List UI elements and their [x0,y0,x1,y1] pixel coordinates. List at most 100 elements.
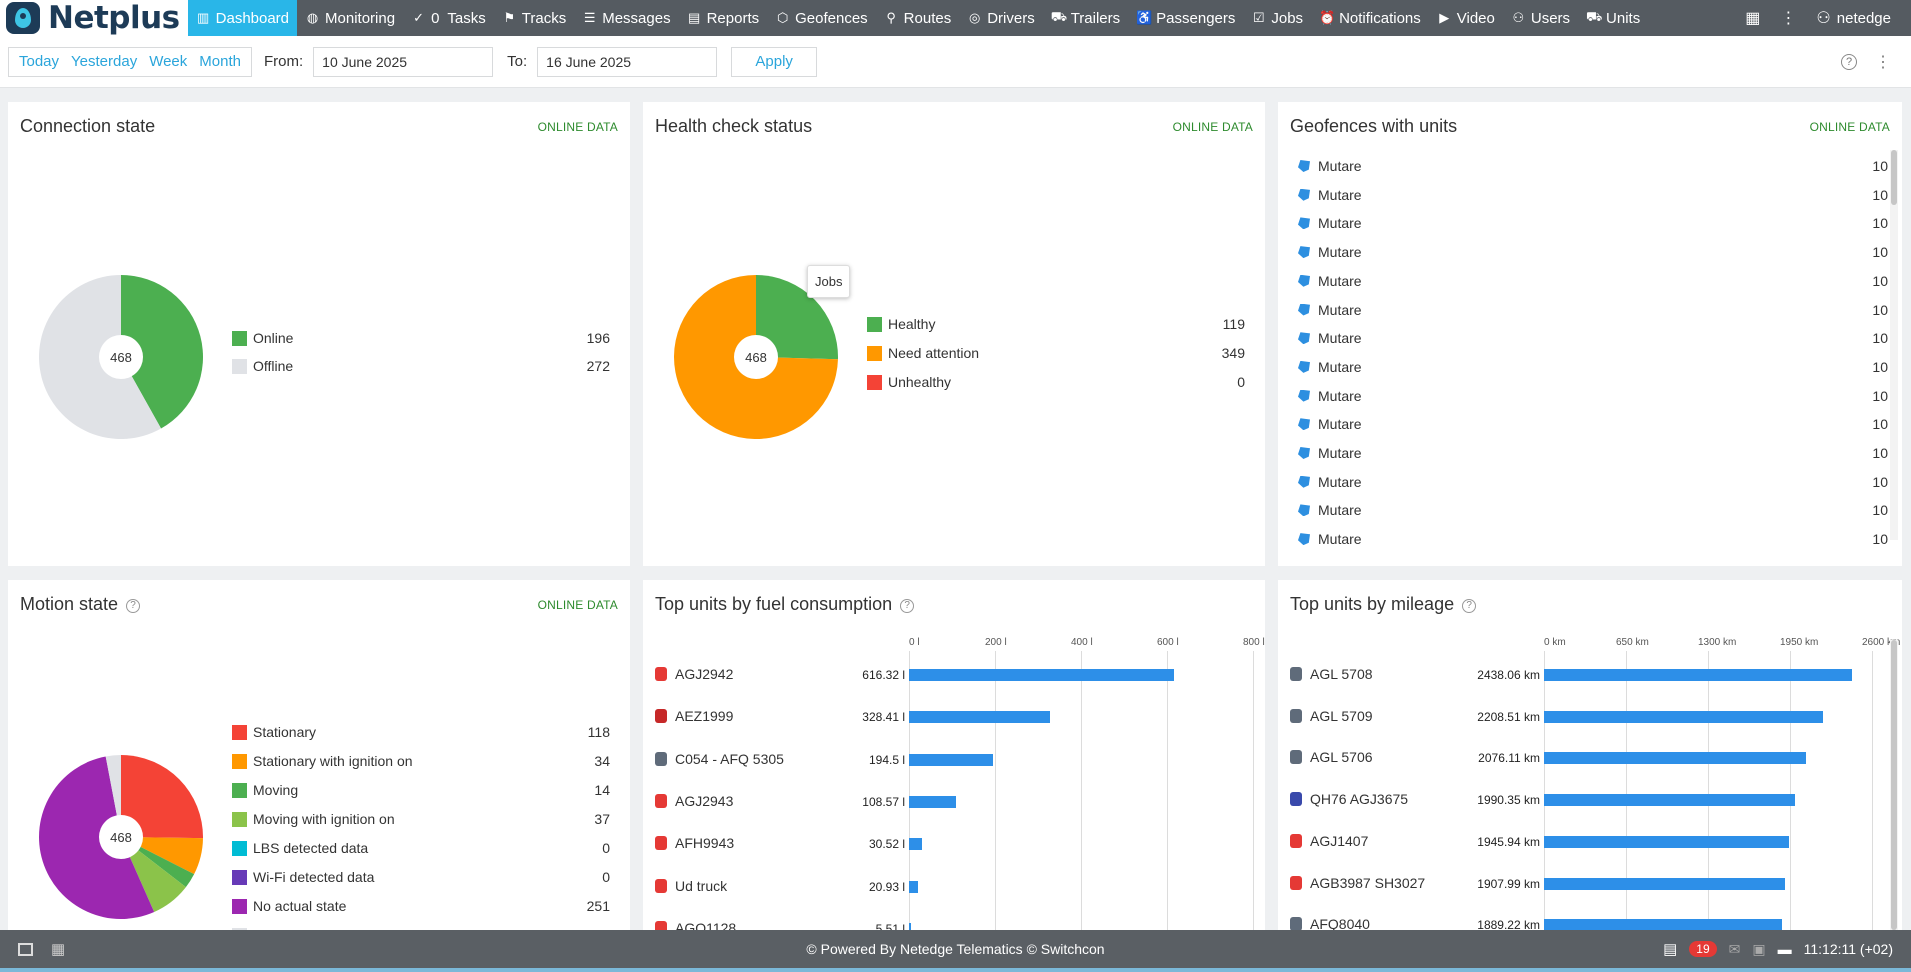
pie-slice-no-actual-state[interactable] [38,756,155,919]
range-week[interactable]: Week [149,53,188,70]
nav-item-messages[interactable]: ☰ Messages [574,0,678,36]
more-vertical-icon[interactable]: ⋮ [1780,10,1797,27]
card-icon[interactable]: ▬ [1777,941,1792,957]
bar[interactable] [1544,669,1852,681]
bar[interactable] [909,669,1175,681]
geofence-row[interactable]: Mutare 10 [1298,244,1888,260]
nav-item-monitoring[interactable]: ◍ Monitoring [297,0,403,36]
nav-item-video[interactable]: ▶ Video [1429,0,1503,36]
nav-item-routes[interactable]: ⚲ Routes [876,0,960,36]
image-icon[interactable]: ▣ [1752,940,1766,957]
unit-row[interactable]: AEZ1999 [655,708,733,724]
unit-row[interactable]: AGJ2943 [655,793,733,809]
pie-slice-stationary-with-ignition-on[interactable] [121,837,203,875]
legend-item[interactable]: Need attention [867,345,979,361]
geofence-row[interactable]: Mutare 10 [1298,359,1888,375]
legend-item[interactable]: LBS detected data [232,840,368,856]
nav-item-dashboard[interactable]: ▥ Dashboard [187,0,298,36]
nav-item-geofences[interactable]: ⬡ Geofences [767,0,876,36]
pie-slice-healthy[interactable] [756,275,838,360]
unit-row[interactable]: AGB3987 SH3027 [1290,875,1425,891]
nav-item-trailers[interactable]: ⛟ Trailers [1043,0,1128,36]
mileage-scrollbar[interactable] [1890,640,1898,930]
bar[interactable] [909,838,923,851]
legend-item[interactable]: Online [232,330,293,346]
help-icon[interactable]: ? [900,599,915,613]
help-icon[interactable]: ? [126,599,141,613]
legend-item[interactable]: Healthy [867,316,935,332]
nav-item-units[interactable]: ⛟ Units [1578,0,1648,36]
nav-item-jobs[interactable]: ☑ Jobs [1243,0,1311,36]
geofence-row[interactable]: Mutare 10 [1298,388,1888,404]
username[interactable]: netedge [1836,9,1891,27]
nav-item-passengers[interactable]: ♿ Passengers [1128,0,1243,36]
bar[interactable] [909,880,918,893]
nav-item-users[interactable]: ⚇ Users [1503,0,1578,36]
bar[interactable] [1544,877,1785,890]
bar[interactable] [1544,919,1783,930]
unit-row[interactable]: AGL 5706 [1290,749,1373,765]
notification-count-badge[interactable]: 19 [1689,941,1717,957]
geofence-scrollbar[interactable] [1890,150,1898,540]
legend-item[interactable]: Stationary with ignition on [232,753,413,769]
bar[interactable] [1544,835,1790,848]
unit-row[interactable]: AGL 5708 [1290,666,1373,682]
bar[interactable] [1544,710,1823,723]
nav-item-tracks[interactable]: ⚑ Tracks [494,0,574,36]
messages-icon[interactable]: ▤ [1663,941,1678,958]
panel-toggle-icon[interactable] [18,942,33,956]
to-date-input[interactable] [537,46,718,77]
bar[interactable] [909,711,1051,724]
more-vertical-icon[interactable]: ⋮ [1875,53,1891,71]
legend-item[interactable]: No actual state [232,898,346,914]
nav-item-0[interactable]: ✓ 0 [403,0,441,36]
pie-slice-moving-with-ignition-on[interactable] [121,837,186,912]
geofence-row[interactable]: Mutare 10 [1298,215,1888,231]
legend-item[interactable]: Stationary [232,724,316,740]
bar[interactable] [909,922,912,930]
unit-row[interactable]: C054 - AFQ 5305 [655,751,784,767]
unit-row[interactable]: AFH9943 [655,835,734,851]
app-logo[interactable]: Netplus [0,0,188,36]
legend-item[interactable]: Wi-Fi detected data [232,869,374,885]
bar[interactable] [909,753,993,766]
bar[interactable] [1544,752,1806,765]
range-yesterday[interactable]: Yesterday [71,53,138,70]
unit-row[interactable]: AGJ2942 [655,666,733,682]
pie-slice-online[interactable] [121,275,204,429]
user-icon[interactable]: ⚇ [1816,10,1831,27]
unit-row[interactable]: AGJ1407 [1290,833,1368,849]
unit-row[interactable]: QH76 AGJ3675 [1290,791,1408,807]
geofence-row[interactable]: Mutare 10 [1298,416,1888,432]
from-date-input[interactable] [313,46,494,77]
legend-item[interactable]: Moving [232,782,298,798]
mail-icon[interactable]: ✉ [1728,940,1741,957]
nav-item-notifications[interactable]: ⏰ Notifications [1311,0,1429,36]
geofence-row[interactable]: Mutare 10 [1298,502,1888,518]
legend-item[interactable]: Offline [232,358,293,374]
unit-row[interactable]: AGL 5709 [1290,708,1373,724]
geofence-row[interactable]: Mutare 10 [1298,445,1888,461]
geofence-row[interactable]: Mutare 10 [1298,187,1888,203]
pie-slice-moving[interactable] [121,837,195,888]
nav-item-reports[interactable]: ▤ Reports [679,0,768,36]
nav-item-drivers[interactable]: ◎ Drivers [959,0,1043,36]
bar[interactable] [909,795,956,808]
help-icon[interactable]: ? [1841,53,1857,70]
unit-row[interactable]: AFQ8040 [1290,916,1370,930]
geofence-row[interactable]: Mutare 10 [1298,330,1888,346]
geofence-row[interactable]: Mutare 10 [1298,474,1888,490]
pie-slice-stationary[interactable] [121,755,204,839]
nav-item-tasks[interactable]: Tasks [441,0,493,36]
legend-item[interactable]: No coordinates [232,927,347,930]
geofence-row[interactable]: Mutare 10 [1298,302,1888,318]
unit-row[interactable]: Ud truck [655,878,727,894]
range-month[interactable]: Month [199,53,241,70]
bar[interactable] [1544,794,1796,807]
apps-grid-icon[interactable]: ▦ [1745,10,1761,27]
help-icon[interactable]: ? [1462,599,1477,613]
legend-item[interactable]: Unhealthy [867,374,951,390]
legend-item[interactable]: Moving with ignition on [232,811,395,827]
range-today[interactable]: Today [19,53,60,70]
geofence-row[interactable]: Mutare 10 [1298,531,1888,547]
